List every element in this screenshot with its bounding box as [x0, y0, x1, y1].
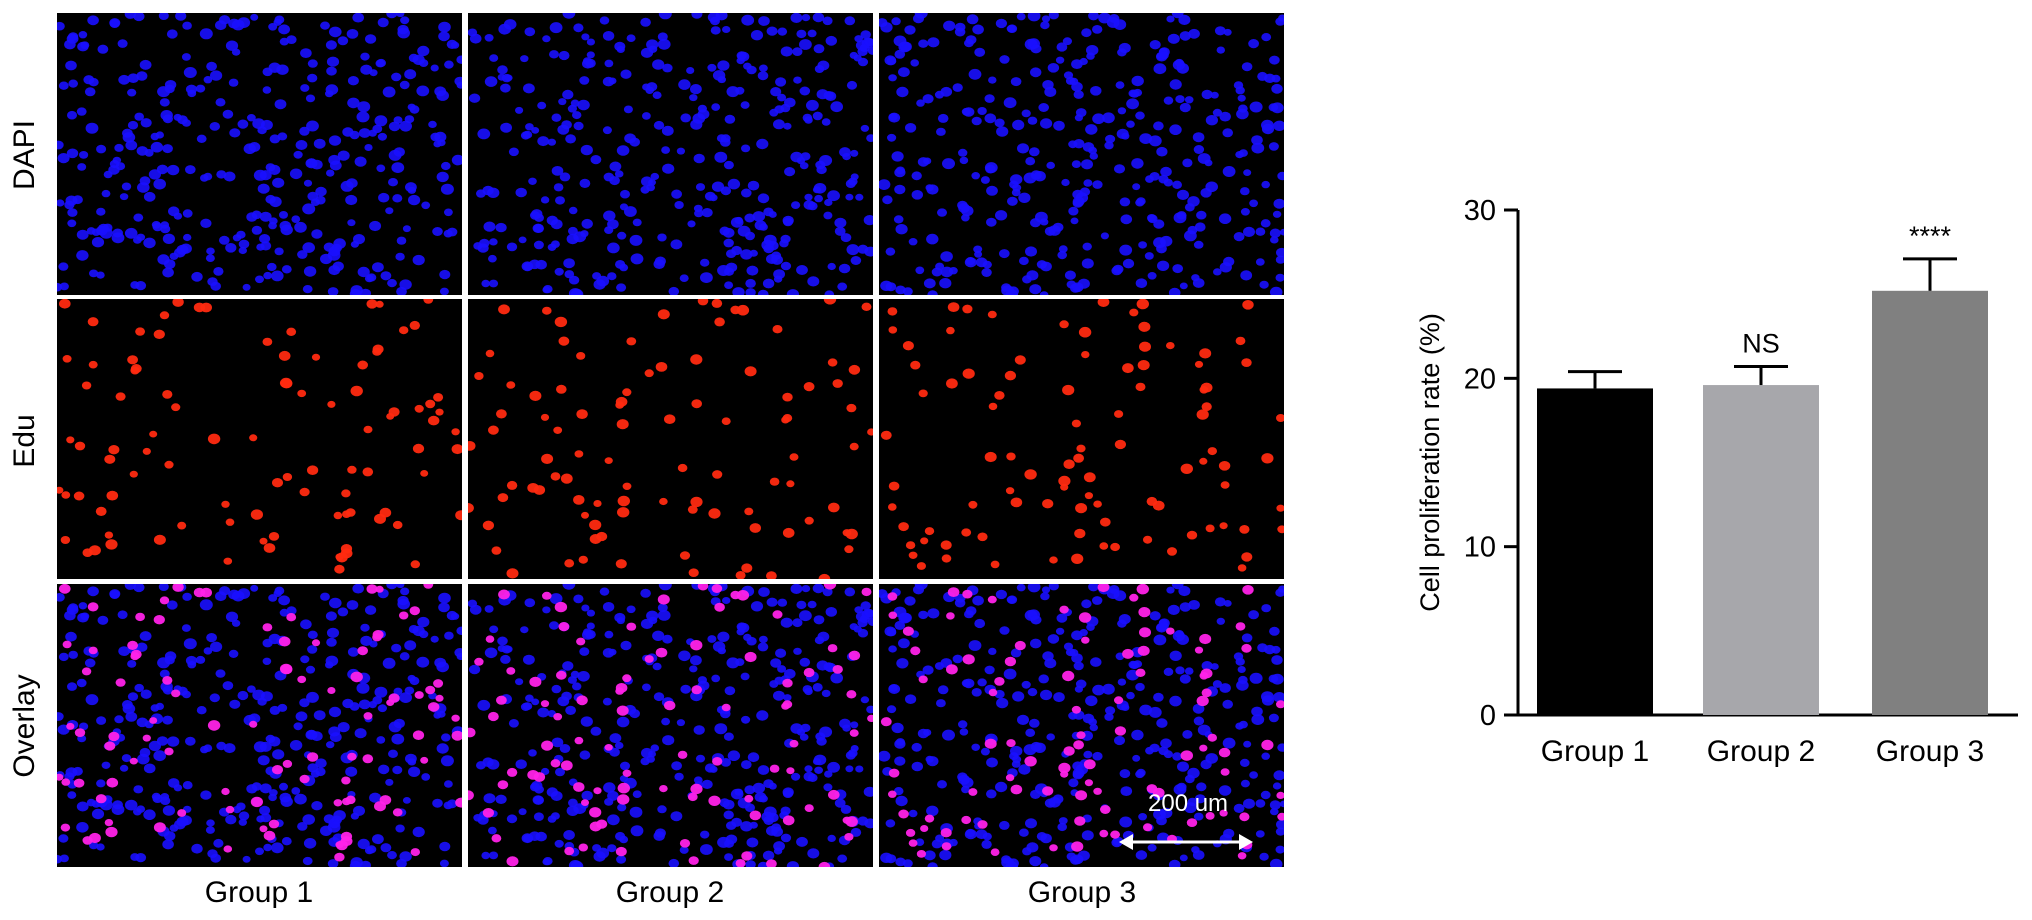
significance-label-3: ****	[1909, 221, 1952, 251]
panel-dapi-group-2	[468, 13, 873, 295]
significance-label-2: NS	[1742, 329, 1780, 359]
panel-overlay-group-1	[57, 584, 462, 867]
nuclei-dapi-group-1	[57, 13, 462, 295]
panel-overlay-group-2	[468, 584, 873, 867]
micrograph-grid	[57, 13, 1285, 867]
row-label-overlay: Overlay	[8, 674, 41, 778]
panel-dapi-group-1	[57, 13, 462, 295]
panel-dapi-group-3	[879, 13, 1284, 295]
nuclei-dapi-group-2	[468, 13, 873, 295]
scale-bar-label: 200 um	[1148, 790, 1229, 817]
column-label-group-1: Group 1	[204, 876, 314, 909]
y-tick-label: 20	[1464, 363, 1496, 395]
bar-2	[1703, 385, 1819, 715]
panel-edu-group-3	[879, 299, 1284, 579]
nuclei-overlay-group-2	[468, 584, 873, 867]
row-label-edu: Edu	[8, 414, 41, 468]
panel-edu-group-2	[468, 299, 873, 579]
bar-1	[1537, 388, 1653, 715]
nuclei-edu-group-3	[879, 299, 1284, 579]
bar-3	[1872, 290, 1988, 715]
y-tick-label: 30	[1464, 195, 1496, 227]
nuclei-overlay-group-3	[879, 584, 1284, 867]
bar-chart: 0 10 20 30 Cell proliferation rate (%) Group …	[1415, 195, 2018, 768]
x-tick-label-1: Group 1	[1541, 735, 1649, 768]
y-tick-label: 0	[1480, 700, 1496, 732]
nuclei-dapi-group-3	[879, 13, 1284, 295]
column-label-group-3: Group 3	[1027, 876, 1137, 909]
y-axis-label: Cell proliferation rate (%)	[1415, 313, 1445, 612]
nuclei-edu-group-1	[57, 299, 462, 579]
x-tick-label-2: Group 2	[1707, 735, 1815, 768]
column-label-group-2: Group 2	[615, 876, 725, 909]
panel-edu-group-1	[57, 299, 462, 579]
nuclei-overlay-group-1	[57, 584, 462, 867]
panel-overlay-group-3	[879, 584, 1284, 867]
nuclei-edu-group-2	[468, 299, 873, 579]
x-tick-label-3: Group 3	[1876, 735, 1984, 768]
scale-bar	[1119, 834, 1253, 850]
y-tick-label: 10	[1464, 532, 1496, 564]
row-label-dapi: DAPI	[8, 119, 41, 191]
